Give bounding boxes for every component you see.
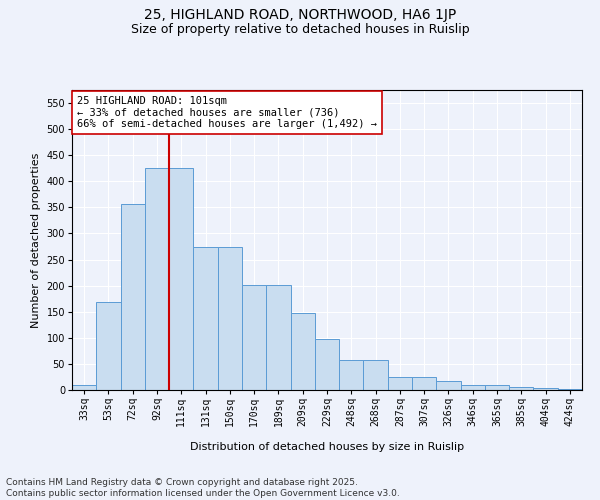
Text: 25, HIGHLAND ROAD, NORTHWOOD, HA6 1JP: 25, HIGHLAND ROAD, NORTHWOOD, HA6 1JP: [144, 8, 456, 22]
Bar: [193, 246, 218, 390]
Bar: [558, 389, 582, 390]
Bar: [339, 360, 364, 390]
Text: 25 HIGHLAND ROAD: 101sqm
← 33% of detached houses are smaller (736)
66% of semi-: 25 HIGHLAND ROAD: 101sqm ← 33% of detach…: [77, 96, 377, 129]
Text: Contains HM Land Registry data © Crown copyright and database right 2025.
Contai: Contains HM Land Registry data © Crown c…: [6, 478, 400, 498]
Y-axis label: Number of detached properties: Number of detached properties: [31, 152, 41, 328]
Bar: [96, 302, 121, 390]
Bar: [315, 340, 339, 390]
Bar: [290, 313, 315, 390]
Bar: [169, 168, 193, 390]
Bar: [121, 204, 145, 390]
Bar: [533, 388, 558, 390]
Bar: [412, 377, 436, 390]
Bar: [461, 385, 485, 390]
Bar: [266, 284, 290, 390]
Text: Distribution of detached houses by size in Ruislip: Distribution of detached houses by size …: [190, 442, 464, 452]
Bar: [388, 377, 412, 390]
Bar: [72, 385, 96, 390]
Bar: [509, 387, 533, 390]
Bar: [145, 168, 169, 390]
Text: Size of property relative to detached houses in Ruislip: Size of property relative to detached ho…: [131, 22, 469, 36]
Bar: [218, 246, 242, 390]
Bar: [364, 360, 388, 390]
Bar: [436, 380, 461, 390]
Bar: [242, 284, 266, 390]
Bar: [485, 385, 509, 390]
